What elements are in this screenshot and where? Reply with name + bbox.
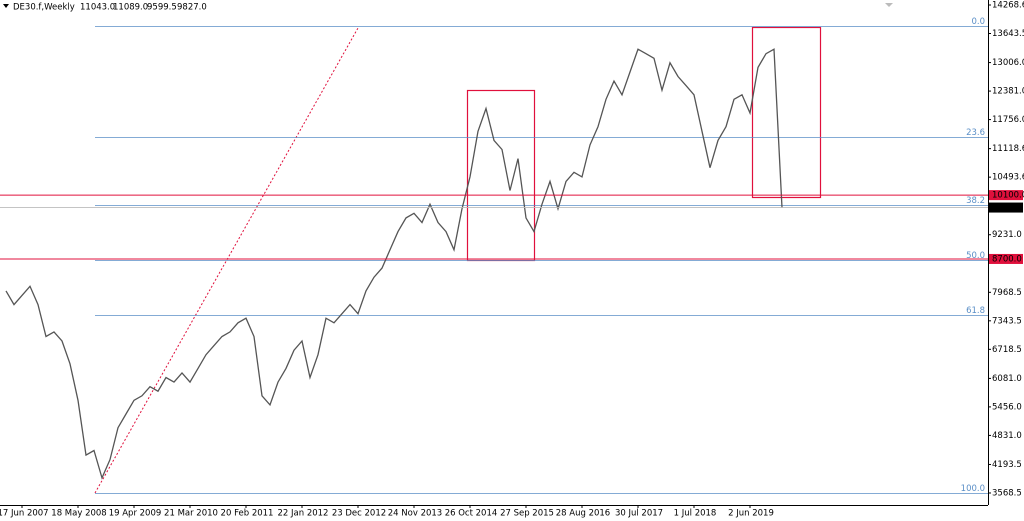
- y-tick-label: 9231.0: [992, 230, 1022, 240]
- x-tick-label: 23 Dec 2012: [332, 509, 386, 519]
- x-tick-label: 21 Mar 2010: [164, 509, 218, 519]
- y-tick-label: 10493.6: [992, 173, 1024, 183]
- low: 9599.5: [147, 3, 177, 13]
- symbol: DE30.f,Weekly: [13, 3, 75, 13]
- y-tick-label: 11118.6: [992, 144, 1024, 154]
- x-tick-label: 17 Jun 2007: [0, 509, 49, 519]
- fib-label: 100.0: [961, 484, 985, 494]
- fib-label: 50.0: [966, 251, 985, 261]
- last-price-tag: [989, 202, 1023, 213]
- level-tag-label: 8700.0: [992, 254, 1022, 264]
- x-tick-label: 22 Jan 2012: [278, 509, 329, 519]
- x-tick-label: 2 Jun 2019: [728, 509, 774, 519]
- y-tick-label: 6718.5: [992, 345, 1022, 355]
- y-tick-label: 12381.0: [992, 87, 1024, 97]
- level-tag: [989, 253, 1023, 264]
- fib-label: 61.8: [966, 306, 985, 316]
- y-tick-label: 13643.5: [992, 29, 1024, 39]
- y-tick-label: 7343.5: [992, 316, 1022, 326]
- y-tick-label: 4831.0: [992, 431, 1022, 441]
- y-tick-label: 7968.5: [992, 288, 1022, 298]
- y-tick-label: 14268.6: [992, 0, 1024, 10]
- menu-arrow[interactable]: [3, 4, 9, 8]
- level-tag-label: 10100.0: [992, 191, 1024, 201]
- y-tick-label: 5456.0: [992, 402, 1022, 412]
- x-tick-label: 20 Feb 2011: [221, 509, 274, 519]
- fib-label: 38.2: [966, 196, 985, 206]
- close: 9827.0: [177, 3, 207, 13]
- x-tick-label: 24 Nov 2013: [388, 509, 442, 519]
- fib-label: 23.6: [966, 128, 985, 138]
- x-tick-label: 26 Oct 2014: [445, 509, 498, 519]
- last-price-label: 9827.0: [992, 203, 1022, 213]
- y-tick-label: 11756.0: [992, 115, 1024, 125]
- range-box: [751, 26, 822, 199]
- x-tick-label: 18 May 2008: [51, 509, 106, 519]
- fib-label: 0.0: [971, 17, 985, 27]
- high: 11089.0: [113, 3, 148, 13]
- open: 11043.0: [80, 3, 115, 13]
- x-tick-label: 27 Sep 2015: [500, 509, 554, 519]
- x-tick-label: 30 Jul 2017: [615, 509, 663, 519]
- y-tick-label: 4193.5: [992, 460, 1022, 470]
- y-tick-label: 3568.5: [992, 488, 1022, 498]
- x-tick-label: 28 Aug 2016: [556, 509, 610, 519]
- price-line: [5, 48, 783, 480]
- y-tick-label: 13006.0: [992, 58, 1024, 68]
- trend-line: [94, 27, 359, 494]
- x-tick-label: 1 Jul 2018: [674, 509, 717, 519]
- x-tick-label: 19 Apr 2009: [109, 509, 162, 519]
- y-tick-label: 6081.0: [992, 374, 1022, 384]
- level-tag: [989, 190, 1023, 201]
- shift-marker: [885, 3, 893, 7]
